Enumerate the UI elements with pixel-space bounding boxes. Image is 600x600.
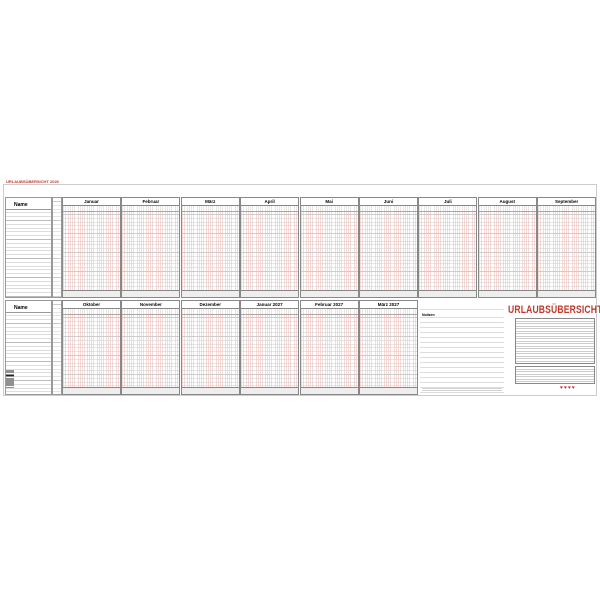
barcode — [6, 370, 14, 388]
month-label: August — [478, 198, 536, 206]
day-grid[interactable] — [538, 211, 596, 291]
day-grid[interactable] — [181, 314, 239, 388]
name-header: Name — [6, 198, 51, 210]
month-panel[interactable]: November — [121, 300, 181, 395]
month-label: Januar — [63, 198, 120, 206]
month-label: Juni — [360, 198, 417, 206]
month-footer — [181, 387, 239, 394]
footnote-text — [422, 388, 502, 392]
month-panel[interactable]: August — [477, 197, 537, 298]
heart-icon: ♥ — [560, 385, 564, 391]
legend-hearts: ♥♥♥♥ — [560, 385, 576, 391]
notes-area[interactable] — [420, 305, 504, 393]
day-grid[interactable] — [241, 314, 299, 388]
notes-label: Notizen — [422, 313, 435, 317]
month-footer — [63, 387, 120, 394]
small-title: URLAUBSÜBERSICHT 2026 — [6, 179, 59, 184]
name-header: Name — [6, 301, 51, 313]
month-footer — [181, 290, 239, 297]
month-label: März 2027 — [360, 301, 417, 309]
month-footer — [241, 290, 299, 297]
month-footer — [478, 290, 536, 297]
day-grid[interactable] — [63, 211, 120, 291]
month-panel[interactable]: Juli — [418, 197, 478, 298]
main-title: URLAUBSÜBERSICHT 2026 — [508, 304, 600, 316]
heart-icon: ♥ — [567, 385, 572, 391]
month-panel[interactable]: April — [240, 197, 300, 298]
heart-icon: ♥ — [563, 385, 568, 391]
month-footer — [63, 290, 120, 297]
month-label: Mai — [300, 198, 358, 206]
holiday-table — [515, 318, 595, 364]
month-panel[interactable]: Januar — [62, 197, 121, 298]
day-grid[interactable] — [478, 211, 536, 291]
month-footer — [538, 290, 596, 297]
day-grid[interactable] — [63, 314, 120, 388]
month-panel[interactable]: Februar — [121, 197, 181, 298]
month-footer — [241, 387, 299, 394]
month-panel[interactable]: Januar 2027 — [240, 300, 300, 395]
month-label: März — [181, 198, 239, 206]
month-label: April — [241, 198, 299, 206]
day-grid[interactable] — [300, 211, 358, 291]
day-grid[interactable] — [419, 211, 477, 291]
month-footer — [300, 387, 358, 394]
month-footer — [122, 387, 180, 394]
month-label: Februar 2027 — [300, 301, 358, 309]
month-footer — [300, 290, 358, 297]
month-panel[interactable]: März 2027 — [359, 300, 418, 395]
number-column-top — [52, 197, 62, 298]
month-panel[interactable]: März — [180, 197, 240, 298]
day-grid[interactable] — [122, 211, 180, 291]
day-grid[interactable] — [300, 314, 358, 388]
month-label: November — [122, 301, 180, 309]
day-grid[interactable] — [360, 314, 417, 388]
day-grid[interactable] — [241, 211, 299, 291]
planner-frame — [3, 184, 597, 396]
day-grid[interactable] — [360, 211, 417, 291]
heart-icon: ♥ — [571, 385, 576, 391]
month-label: Dezember — [181, 301, 239, 309]
month-panel[interactable]: Mai — [299, 197, 359, 298]
month-footer — [419, 290, 477, 297]
month-label: Juli — [419, 198, 477, 206]
month-panel[interactable]: Dezember — [180, 300, 240, 395]
month-label: Oktober — [63, 301, 120, 309]
month-panel[interactable]: Juni — [359, 197, 418, 298]
month-footer — [360, 290, 417, 297]
month-label: Januar 2027 — [241, 301, 299, 309]
month-label: September — [538, 198, 596, 206]
name-column-top[interactable]: Name — [5, 197, 52, 298]
day-grid[interactable] — [122, 314, 180, 388]
month-panel[interactable]: Februar 2027 — [299, 300, 359, 395]
month-footer — [360, 387, 417, 394]
month-label: Februar — [122, 198, 180, 206]
day-grid[interactable] — [181, 211, 239, 291]
month-panel[interactable]: Oktober — [62, 300, 121, 395]
number-column-bottom — [52, 300, 62, 395]
month-panel[interactable]: September — [537, 197, 597, 298]
month-footer — [122, 290, 180, 297]
school-holiday-table — [515, 366, 595, 384]
